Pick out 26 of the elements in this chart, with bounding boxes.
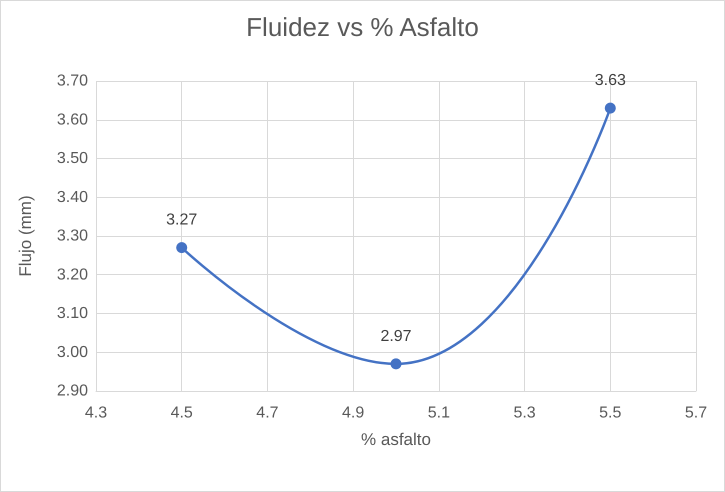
y-tick-label: 3.40	[56, 188, 88, 206]
data-label: 2.97	[380, 328, 412, 345]
y-axis-title: Flujo (mm)	[16, 195, 35, 277]
y-tick-label: 2.90	[56, 382, 88, 400]
chart-title: Fluidez vs % Asfalto	[246, 12, 479, 42]
y-tick-label: 3.30	[56, 228, 88, 244]
y-tick-label: 3.70	[56, 72, 88, 90]
data-label: 3.63	[594, 72, 626, 90]
y-tick-label: 3.50	[56, 150, 88, 167]
x-tick-label: 4.3	[84, 404, 108, 422]
x-axis-title: % asfalto	[361, 430, 431, 449]
data-label: 3.27	[166, 212, 198, 229]
x-tick-label: 5.7	[684, 404, 708, 422]
point	[176, 242, 188, 254]
y-tick-label: 3.60	[56, 111, 88, 128]
point	[390, 358, 402, 370]
y-tick-label: 3.10	[56, 305, 88, 322]
x-tick-label: 4.5	[170, 404, 193, 422]
x-tick-label: 4.9	[342, 404, 364, 422]
x-tick-label: 5.1	[428, 404, 450, 422]
point	[604, 102, 616, 114]
x-tick-label: 5.5	[599, 404, 622, 422]
x-tick-label: 5.3	[513, 404, 536, 422]
y-tick-label: 3.20	[56, 266, 88, 284]
y-tick-label: 3.00	[56, 344, 88, 361]
x-tick-label: 4.7	[256, 404, 279, 422]
